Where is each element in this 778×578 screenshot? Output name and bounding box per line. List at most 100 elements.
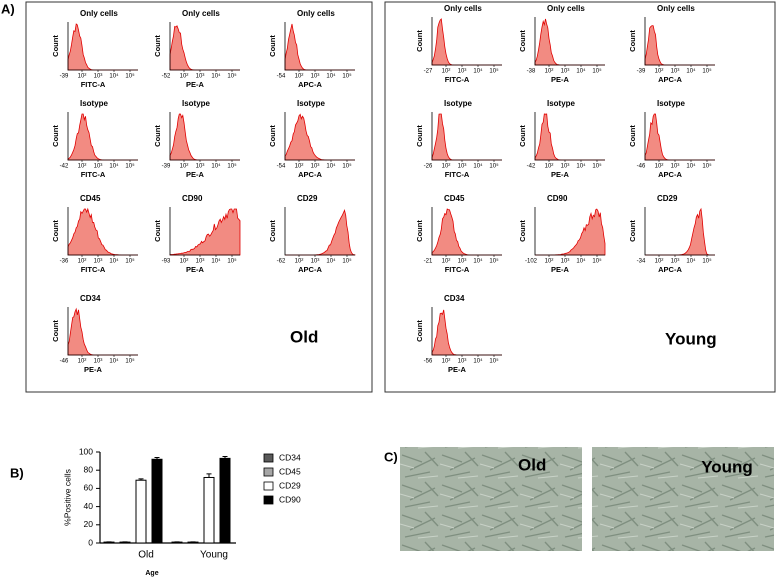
y-label: Count <box>51 125 60 147</box>
x-tick-label: 10³ <box>311 164 320 170</box>
x-tick-label: 10² <box>442 69 451 75</box>
x-label: PE-A <box>448 365 467 374</box>
y-tick-label: 80 <box>84 464 94 474</box>
axes <box>644 207 715 256</box>
x-tick-label: 10² <box>442 359 451 365</box>
x-min-label: -36 <box>60 259 69 265</box>
histogram <box>169 25 240 71</box>
x-tick-label: 10⁵ <box>489 163 499 170</box>
y-label: Count <box>153 220 162 242</box>
error-bar <box>222 456 228 459</box>
x-label: APC-A <box>298 80 322 89</box>
axes <box>67 307 138 356</box>
y-tick-label: 20 <box>84 519 94 529</box>
y-tick-label: 100 <box>79 446 93 456</box>
x-tick-label: 10³ <box>561 164 570 170</box>
x-tick-label: 10⁵ <box>125 258 135 265</box>
y-label: Count <box>268 35 277 57</box>
x-tick-label: 10² <box>295 74 304 80</box>
x-tick-label: 10² <box>442 164 451 170</box>
histogram-title: Only cells <box>80 9 118 18</box>
x-min-label: -102 <box>525 259 538 265</box>
y-label: Count <box>153 125 162 147</box>
x-tick-label: 10⁵ <box>342 73 352 80</box>
x-tick-label: 10³ <box>458 164 467 170</box>
x-tick-label: 10⁴ <box>326 163 336 170</box>
y-tick-label: 40 <box>84 501 94 511</box>
y-label: Count <box>268 220 277 242</box>
histogram-title: Only cells <box>657 4 695 13</box>
x-label: PE-A <box>186 170 205 179</box>
x-tick-label: 10² <box>545 259 554 265</box>
x-tick-label: 10² <box>78 164 87 170</box>
x-tick-label: 10³ <box>671 259 680 265</box>
bar <box>203 476 215 544</box>
y-label: Count <box>51 220 60 242</box>
histogram <box>67 113 138 161</box>
error-bar <box>154 456 160 460</box>
x-tick-label: 10³ <box>311 259 320 265</box>
x-tick-label: 10⁴ <box>326 258 336 265</box>
x-label: APC-A <box>658 75 682 84</box>
x-label: FITC-A <box>81 80 106 89</box>
y-label: Count <box>51 35 60 57</box>
x-tick-label: 10⁴ <box>211 163 221 170</box>
x-tick-label: 10² <box>655 69 664 75</box>
micrograph <box>592 447 774 551</box>
histogram-title: CD45 <box>80 194 101 203</box>
x-tick-label: Old <box>138 550 154 561</box>
x-min-label: -39 <box>60 74 69 80</box>
histogram <box>67 307 138 356</box>
x-tick-label: 10⁴ <box>473 258 483 265</box>
x-min-label: -39 <box>637 69 646 75</box>
x-tick-label: 10³ <box>458 359 467 365</box>
x-min-label: -56 <box>424 359 433 365</box>
histogram <box>535 208 606 256</box>
x-tick-label: Young <box>200 550 228 561</box>
histogram <box>67 23 138 71</box>
panel-label: A) <box>1 1 15 16</box>
x-label: Age <box>145 570 158 577</box>
x-label: PE-A <box>186 80 205 89</box>
axes <box>644 17 715 66</box>
histogram-title: Isotype <box>182 99 211 108</box>
axes <box>169 207 240 256</box>
y-tick-label: 60 <box>84 483 94 493</box>
x-tick-label: 10⁵ <box>702 68 712 75</box>
y-label: Count <box>628 30 637 52</box>
x-label: APC-A <box>298 170 322 179</box>
x-tick-label: 10⁵ <box>227 163 237 170</box>
x-min-label: -42 <box>60 164 69 170</box>
histogram-title: Isotype <box>297 99 326 108</box>
x-tick-label: 10³ <box>671 69 680 75</box>
x-tick-label: 10³ <box>311 74 320 80</box>
x-label: PE-A <box>551 75 570 84</box>
x-tick-label: 10⁵ <box>342 258 352 265</box>
x-min-label: -46 <box>60 359 69 365</box>
legend-swatch <box>263 467 274 477</box>
x-tick-label: 10⁵ <box>702 258 712 265</box>
histogram <box>534 18 605 66</box>
y-label: Count <box>415 220 424 242</box>
x-tick-label: 10⁴ <box>109 73 119 80</box>
x-tick-label: 10⁵ <box>125 73 135 80</box>
histogram-title: Isotype <box>80 99 109 108</box>
x-tick-label: 10² <box>545 69 554 75</box>
x-label: FITC-A <box>81 170 106 179</box>
bar <box>219 457 231 544</box>
histogram-title: CD34 <box>444 294 465 303</box>
x-min-label: -39 <box>162 164 171 170</box>
x-tick-label: 10³ <box>458 259 467 265</box>
error-bar <box>206 473 212 478</box>
axes <box>284 22 355 71</box>
legend-swatch <box>263 453 274 463</box>
histogram-title: CD29 <box>657 194 678 203</box>
axes <box>431 207 502 256</box>
axes <box>67 207 138 256</box>
histogram <box>534 113 605 161</box>
legend-swatch <box>263 481 274 491</box>
axes <box>534 17 605 66</box>
x-tick-label: 10⁵ <box>489 68 499 75</box>
panel-label: C) <box>384 449 398 464</box>
legend-label: CD45 <box>279 466 301 476</box>
